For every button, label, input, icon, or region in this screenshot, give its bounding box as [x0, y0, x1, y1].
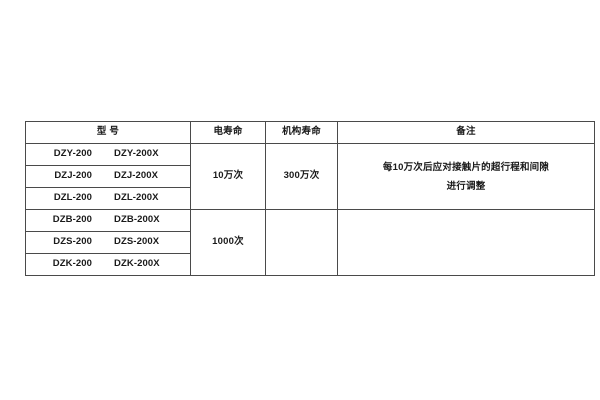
- spec-table: 型 号 电寿命 机构寿命 备注 DZY-200 DZY-200X 10万次 30…: [25, 121, 595, 276]
- electrical-life-text: 10万次: [212, 170, 244, 182]
- model-cell: DZY-200 DZY-200X: [25, 143, 191, 166]
- column-header-remark: 备注: [337, 121, 595, 144]
- mechanical-life-value-bottom: [265, 209, 338, 276]
- electrical-life-value-bottom: 1000次: [190, 209, 266, 276]
- model-code-primary: DZY-200: [53, 148, 92, 160]
- model-code-primary: DZB-200: [52, 214, 92, 226]
- table-row: DZB-200 DZB-200X 1000次: [25, 209, 595, 276]
- model-code-primary: DZS-200: [53, 236, 92, 248]
- model-code-variant: DZY-200X: [114, 148, 159, 160]
- remark-line-1: 每10万次后应对接触片的超行程和间隙: [382, 161, 550, 173]
- remark-line-2: 进行调整: [446, 180, 486, 192]
- column-header-model: 型 号: [25, 121, 191, 144]
- electrical-life-value-top: 10万次: [190, 143, 266, 210]
- mechanical-life-text: 300万次: [283, 170, 320, 182]
- model-cell: DZL-200 DZL-200X: [25, 187, 191, 210]
- table-header-row: 型 号 电寿命 机构寿命 备注: [25, 121, 595, 144]
- model-cell: DZB-200 DZB-200X: [25, 209, 191, 232]
- model-code-variant: DZL-200X: [114, 192, 159, 204]
- model-code-primary: DZK-200: [52, 258, 92, 270]
- model-cell: DZJ-200 DZJ-200X: [25, 165, 191, 188]
- model-cell: DZS-200 DZS-200X: [25, 231, 191, 254]
- model-code-variant: DZK-200X: [114, 258, 160, 270]
- model-code-variant: DZS-200X: [114, 236, 160, 248]
- mechanical-life-value-top: 300万次: [265, 143, 338, 210]
- table-row: DZK-200 DZK-200X: [25, 253, 595, 276]
- model-code-variant: DZB-200X: [114, 214, 160, 226]
- column-header-mechanical-life: 机构寿命: [265, 121, 338, 144]
- model-cell: DZK-200 DZK-200X: [25, 253, 191, 276]
- electrical-life-text: 1000次: [212, 236, 244, 248]
- spec-table-container: 型 号 电寿命 机构寿命 备注 DZY-200 DZY-200X 10万次 30…: [25, 121, 595, 276]
- model-code-primary: DZJ-200: [54, 170, 92, 182]
- model-code-variant: DZJ-200X: [114, 170, 159, 182]
- column-header-electrical-life: 电寿命: [190, 121, 266, 144]
- model-code-primary: DZL-200: [53, 192, 92, 204]
- remark-value-top: 每10万次后应对接触片的超行程和间隙 进行调整: [337, 143, 595, 210]
- remark-value-bottom: [337, 209, 595, 276]
- table-row: DZY-200 DZY-200X 10万次 300万次 每10万次后应对接触片的…: [25, 143, 595, 210]
